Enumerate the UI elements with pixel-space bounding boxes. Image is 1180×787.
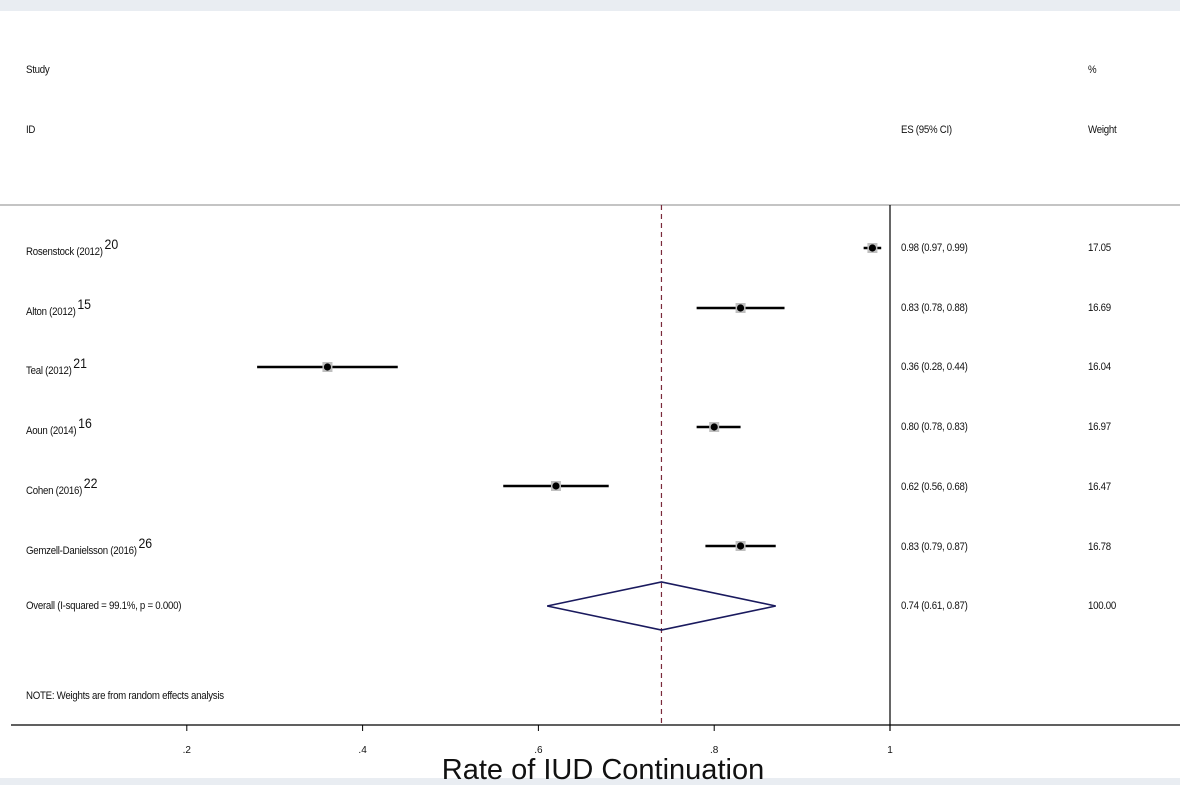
point-estimate [711,423,718,430]
point-estimate [324,363,331,370]
point-estimate [552,482,559,489]
point-estimate [869,244,876,251]
point-estimate [737,542,744,549]
point-estimate [737,304,744,311]
x-axis-title: Rate of IUD Continuation [0,754,1180,787]
